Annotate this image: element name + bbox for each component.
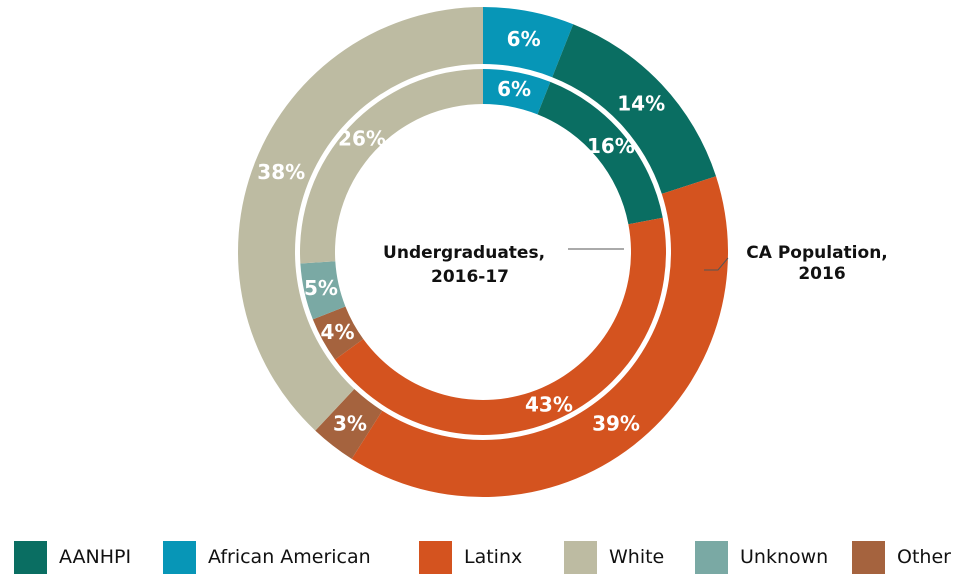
inner-ring-title-line-2: 2016-17 — [431, 267, 509, 287]
slice-labels: 6% 14% 39% 3% 38% 6% 16% 43% 4% 5% 26% — [257, 27, 665, 436]
legend-item-latinx: Latinx — [419, 540, 522, 574]
legend-swatch-unknown — [695, 540, 728, 574]
outer-slice-white — [237, 7, 483, 431]
inner-label-african-american: 6% — [497, 77, 531, 101]
inner-ring-undergraduates — [300, 69, 666, 435]
inner-label-unknown: 5% — [304, 276, 338, 300]
legend-item-unknown: Unknown — [695, 540, 828, 574]
legend-label-african-american: African American — [208, 546, 371, 568]
legend-label-other: Other — [897, 546, 951, 568]
inner-slice-unknown — [300, 261, 346, 320]
legend-swatch-aanhpi — [14, 540, 47, 574]
outer-ring-ca-population — [237, 7, 728, 497]
legend-item-other: Other — [852, 540, 951, 574]
inner-ring-title-line-1: Undergraduates, — [383, 243, 545, 263]
legend-label-aanhpi: AANHPI — [59, 546, 132, 568]
legend-item-aanhpi: AANHPI — [14, 540, 131, 574]
inner-label-aanhpi: 16% — [587, 134, 635, 158]
legend-swatch-other — [852, 540, 885, 574]
outer-label-latinx: 39% — [592, 411, 640, 435]
outer-ring-title-line-2: 2016 — [798, 264, 845, 284]
outer-ring-title: CA Population, 2016 — [746, 243, 893, 284]
inner-label-latinx: 43% — [525, 392, 573, 416]
legend-swatch-white — [564, 540, 597, 574]
outer-label-aanhpi: 14% — [617, 91, 665, 115]
outer-label-african-american: 6% — [507, 27, 541, 51]
legend-label-latinx: Latinx — [464, 546, 523, 568]
legend-label-white: White — [609, 546, 665, 568]
inner-slice-latinx — [334, 217, 666, 435]
legend-swatch-latinx — [419, 540, 452, 574]
outer-slice-latinx — [351, 176, 728, 497]
outer-title-leader-line — [704, 257, 729, 271]
inner-slice-white — [300, 69, 483, 264]
inner-label-white: 26% — [338, 126, 386, 150]
outer-label-other: 3% — [333, 411, 367, 435]
inner-ring-title: Undergraduates, 2016-17 — [383, 243, 551, 287]
outer-label-white: 38% — [257, 160, 305, 184]
legend-swatch-african-american — [163, 540, 196, 574]
outer-ring-title-line-1: CA Population, — [746, 243, 887, 263]
legend-item-african-american: African American — [163, 540, 371, 574]
outer-slice-african-american — [483, 7, 574, 78]
legend: AANHPI African American Latinx White Unk… — [14, 540, 963, 574]
inner-slice-other — [312, 306, 364, 360]
legend-item-white: White — [564, 540, 664, 574]
nested-donut-chart: 6% 14% 39% 3% 38% 6% 16% 43% 4% 5% 26% Undergradua… — [237, 7, 893, 497]
inner-slice-african-american — [483, 69, 551, 115]
inner-slice-aanhpi — [537, 81, 663, 225]
outer-slice-other — [315, 389, 383, 459]
legend-label-unknown: Unknown — [740, 546, 829, 568]
inner-label-other: 4% — [321, 320, 355, 344]
outer-slice-aanhpi — [552, 24, 717, 194]
